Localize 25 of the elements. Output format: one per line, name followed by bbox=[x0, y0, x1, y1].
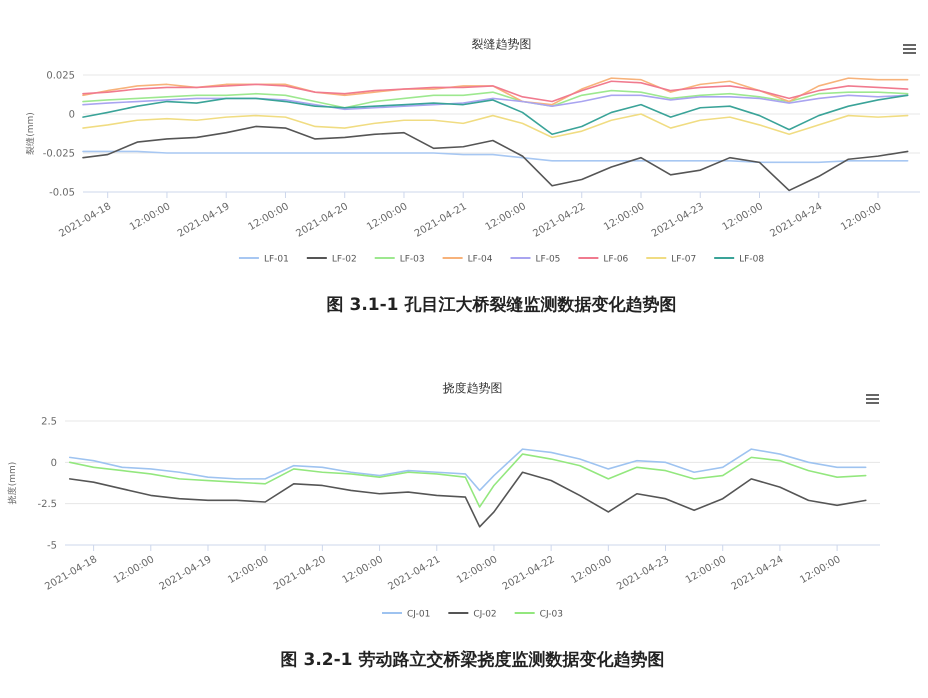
legend-label: LF-08 bbox=[739, 254, 764, 264]
legend-label: CJ-03 bbox=[540, 610, 563, 620]
chart-title: 挠度趋势图 bbox=[442, 381, 502, 395]
legend-label: LF-03 bbox=[400, 254, 425, 264]
legend-label: LF-07 bbox=[671, 254, 696, 264]
legend-label: LF-05 bbox=[536, 254, 560, 264]
caption: 图 3.1-1 孔目江大桥裂缝监测数据变化趋势图 bbox=[326, 295, 676, 315]
y-axis-title: 挠度(mm) bbox=[7, 462, 18, 504]
y-tick-label: 2.5 bbox=[41, 416, 57, 428]
y-tick-label: -0.05 bbox=[49, 188, 75, 198]
y-tick-label: -2.5 bbox=[37, 499, 57, 510]
legend-label: LF-06 bbox=[603, 254, 629, 264]
legend-label: CJ-01 bbox=[407, 610, 430, 620]
y-tick-label: -5 bbox=[47, 540, 57, 552]
chart-title: 裂缝趋势图 bbox=[472, 37, 532, 51]
caption: 图 3.2-1 劳动路立交桥梁挠度监测数据变化趋势图 bbox=[280, 650, 664, 670]
y-tick-label: 0 bbox=[68, 110, 75, 120]
y-tick-label: -0.025 bbox=[42, 148, 75, 160]
y-axis-title: 裂缝(mm) bbox=[25, 112, 36, 155]
y-tick-label: 0.025 bbox=[46, 70, 75, 82]
legend-label: LF-04 bbox=[468, 254, 493, 264]
y-tick-label: 0 bbox=[50, 458, 57, 469]
legend-label: LF-01 bbox=[264, 254, 289, 264]
legend-label: CJ-02 bbox=[473, 610, 497, 620]
legend-label: LF-02 bbox=[332, 254, 357, 264]
